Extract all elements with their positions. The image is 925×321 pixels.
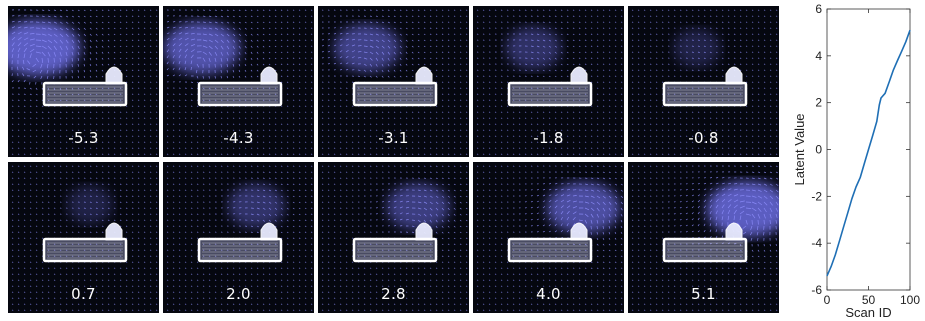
latent-value-label: 0.7 [71, 285, 96, 303]
flow-field-svg [11, 165, 158, 311]
flow-field-svg [476, 165, 623, 311]
vortex-glow [227, 184, 285, 228]
obstacle-block [507, 81, 593, 107]
latent-value-label: 4.0 [536, 285, 561, 303]
y-tick-label: -4 [811, 236, 822, 250]
flow-panel: 5.1 [628, 162, 779, 313]
obstacle-bump [415, 66, 433, 85]
latent-value-label: 5.1 [691, 285, 716, 303]
x-tick-label: 100 [900, 293, 920, 307]
latent-value-label: 2.8 [381, 285, 406, 303]
vortex-glow [66, 185, 113, 225]
obstacle-bump [260, 222, 278, 241]
obstacle-block [197, 237, 283, 263]
obstacle-block [662, 237, 748, 263]
flow-field-svg [8, 9, 158, 155]
obstacle-block [507, 237, 593, 263]
latent-value-label: -0.8 [688, 129, 719, 147]
flow-field-svg [321, 9, 468, 155]
flow-field-svg [631, 165, 779, 311]
x-tick-label: 0 [824, 293, 831, 307]
flow-field-svg [476, 9, 623, 155]
y-tick-label: 0 [815, 143, 822, 157]
vortex-glow [546, 182, 621, 234]
flow-field-svg [321, 165, 468, 311]
obstacle-bump [415, 222, 433, 241]
chart-svg: -6 -4 -2 0 2 4 6 0 50 100 Scan ID Latent Value [792, 2, 920, 320]
y-tick-label: -6 [811, 283, 822, 297]
flow-panel: -5.3 [8, 6, 159, 157]
x-tick-label: 50 [862, 293, 876, 307]
obstacle-block [352, 237, 438, 263]
latent-value-label: -5.3 [68, 129, 99, 147]
obstacle-block [42, 81, 128, 107]
obstacle-bump [570, 66, 588, 85]
latent-value-label: -4.3 [223, 129, 254, 147]
latent-value-chart: -6 -4 -2 0 2 4 6 0 50 100 Scan ID Latent Value [792, 0, 925, 321]
obstacle-bump [260, 66, 278, 85]
flow-panel: -4.3 [163, 6, 314, 157]
obstacle-bump [725, 66, 743, 85]
flow-panel: 0.7 [8, 162, 159, 313]
flow-field-svg [631, 9, 778, 155]
latent-value-label: -3.1 [378, 129, 409, 147]
y-axis-label: Latent Value [792, 113, 807, 185]
vortex-glow [673, 28, 721, 68]
flow-panel: -0.8 [628, 6, 779, 157]
obstacle-block [352, 81, 438, 107]
flow-panel: -1.8 [473, 6, 624, 157]
vortex-glow [706, 181, 779, 237]
flow-field-panels: -5.3 -4.3 -3.1 -1.8 -0.8 0.7 2.0 2.8 4.0 5.1 [8, 6, 779, 313]
y-tick-label: 2 [815, 96, 822, 110]
latent-series-line [826, 29, 911, 277]
obstacle-block [662, 81, 748, 107]
flow-panel: 2.8 [318, 162, 469, 313]
vortex-glow [333, 24, 401, 72]
flow-field-svg [166, 165, 313, 311]
obstacle-block [42, 237, 128, 263]
y-tick-label: -2 [811, 189, 822, 203]
vortex-glow [8, 20, 80, 76]
flow-panel: 2.0 [163, 162, 314, 313]
obstacle-bump [105, 222, 123, 241]
flow-field-svg [163, 9, 313, 155]
latent-value-label: -1.8 [533, 129, 564, 147]
y-tick-label: 6 [815, 2, 822, 16]
vortex-glow [505, 26, 561, 70]
flow-panel: -3.1 [318, 6, 469, 157]
x-axis-label: Scan ID [845, 305, 891, 320]
vortex-glow [163, 21, 240, 75]
obstacle-bump [725, 222, 743, 241]
vortex-glow [386, 183, 450, 231]
obstacle-bump [105, 66, 123, 85]
obstacle-bump [570, 222, 588, 241]
obstacle-block [197, 81, 283, 107]
latent-value-label: 2.0 [226, 285, 251, 303]
y-tick-label: 4 [815, 49, 822, 63]
flow-panel: 4.0 [473, 162, 624, 313]
